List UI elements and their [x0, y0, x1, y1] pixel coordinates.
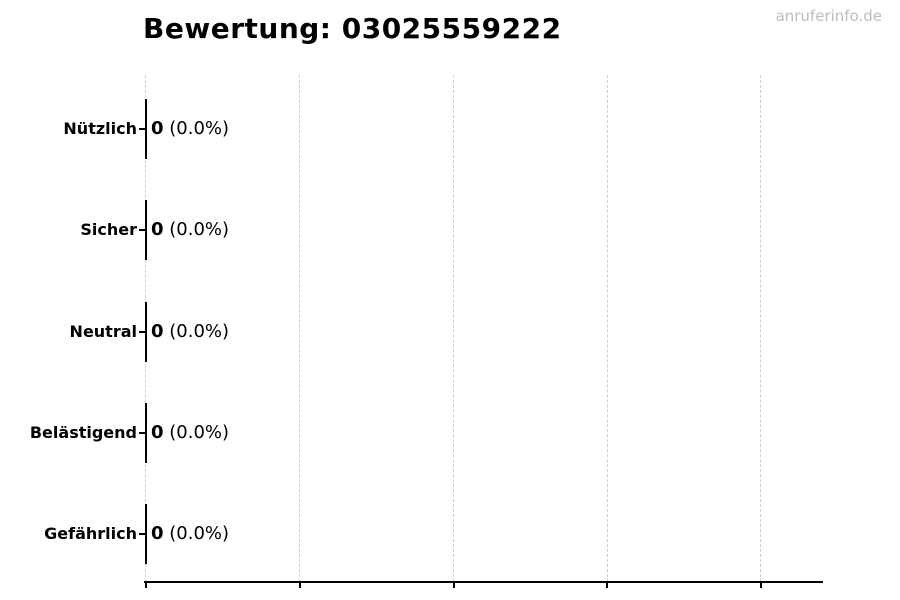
- category-label: Sicher: [80, 220, 137, 240]
- annotation-value: 0: [151, 523, 164, 545]
- x-gridline: [606, 75, 608, 582]
- x-axis-tick: [760, 582, 762, 588]
- x-gridline: [760, 75, 762, 582]
- watermark: anruferinfo.de: [775, 7, 882, 25]
- bar-annotation: 0 (0.0%): [151, 217, 229, 243]
- bar-edge: [145, 301, 147, 362]
- chart-title: Bewertung: 03025559222: [143, 12, 562, 45]
- bar-annotation: 0 (0.0%): [151, 116, 229, 142]
- category-label: Gefährlich: [44, 524, 137, 544]
- x-axis-tick: [452, 582, 455, 588]
- y-axis-tick: [139, 229, 146, 232]
- bar-edge: [145, 402, 147, 463]
- x-axis-line: [144, 581, 823, 583]
- annotation-value: 0: [151, 219, 164, 241]
- annotation-percent: (0.0%): [163, 523, 230, 545]
- bar-annotation: 0 (0.0%): [151, 521, 229, 547]
- annotation-percent: (0.0%): [163, 219, 230, 241]
- x-gridline: [452, 75, 454, 582]
- annotation-percent: (0.0%): [163, 421, 230, 443]
- bar-annotation: 0 (0.0%): [151, 420, 229, 446]
- annotation-value: 0: [151, 117, 164, 139]
- y-axis-tick: [139, 330, 146, 333]
- bar-edge: [145, 504, 147, 565]
- bar-edge: [145, 98, 147, 159]
- annotation-percent: (0.0%): [163, 320, 230, 342]
- bar-annotation: 0 (0.0%): [151, 319, 229, 345]
- x-axis-tick: [606, 582, 609, 588]
- category-label: Neutral: [69, 321, 137, 341]
- category-label: Nützlich: [63, 118, 137, 138]
- annotation-value: 0: [151, 320, 164, 342]
- y-axis-tick: [139, 127, 146, 130]
- y-axis-tick: [139, 533, 146, 536]
- x-axis-tick: [298, 582, 301, 588]
- annotation-percent: (0.0%): [163, 117, 230, 139]
- category-label: Belästigend: [29, 422, 137, 442]
- annotation-value: 0: [151, 421, 164, 443]
- bar-edge: [145, 200, 147, 261]
- x-axis-tick: [145, 582, 147, 588]
- x-gridline: [299, 75, 300, 582]
- y-axis-tick: [139, 431, 146, 434]
